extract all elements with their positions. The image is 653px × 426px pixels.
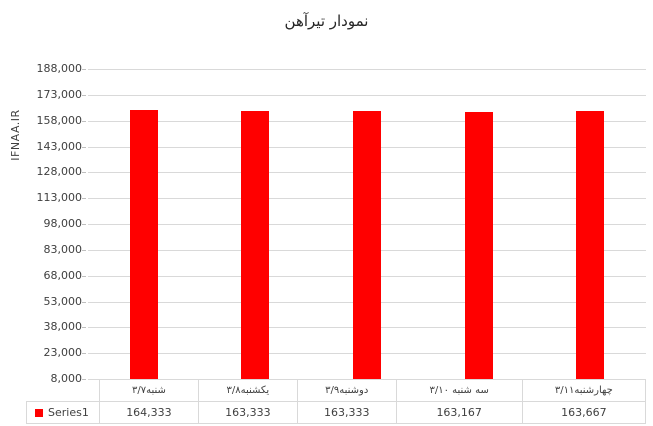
bar[interactable]: [465, 112, 493, 379]
y-axis-tick-mark: [82, 353, 86, 354]
y-axis-tick-mark: [82, 95, 86, 96]
y-axis-tick-label: 23,000: [43, 346, 83, 359]
table-row-series: Series1 164,333 163,333 163,333 163,167 163,…: [26, 401, 647, 424]
table-category-cell: چهارشنبه۳/۱۱: [521, 379, 647, 402]
gridline: [88, 95, 646, 96]
table-value-cell: 164,333: [99, 401, 199, 424]
legend-entry[interactable]: Series1: [26, 401, 100, 424]
table-row-categories: شنبه۳/۷ یکشنبه۳/۸ دوشنبه۳/۹ سه شنبه ۳/۱۰ چها…: [26, 379, 647, 402]
y-axis-tick-label: 98,000: [43, 217, 83, 230]
y-axis-tick-labels: 188,000 173,000 158,000 143,000 128,000 113,0…: [0, 63, 86, 385]
table-category-cell: سه شنبه ۳/۱۰: [395, 379, 523, 402]
bar[interactable]: [241, 111, 269, 379]
bar[interactable]: [130, 110, 158, 379]
y-axis-tick-label: 38,000: [43, 320, 83, 333]
table-value-cell: 163,333: [296, 401, 397, 424]
y-axis-tick-label: 143,000: [36, 140, 83, 153]
y-axis-tick-label: 83,000: [43, 243, 83, 256]
data-table: شنبه۳/۷ یکشنبه۳/۸ دوشنبه۳/۹ سه شنبه ۳/۱۰ چها…: [26, 379, 647, 424]
y-axis-tick-mark: [82, 69, 86, 70]
table-category-cell: دوشنبه۳/۹: [296, 379, 397, 402]
legend-label: Series1: [48, 406, 89, 419]
y-axis-tick-mark: [82, 172, 86, 173]
table-corner-cell: [26, 379, 100, 402]
y-axis-tick-mark: [82, 250, 86, 251]
y-axis-tick-label: 53,000: [43, 295, 83, 308]
table-category-cell: یکشنبه۳/۸: [197, 379, 298, 402]
chart-title: نمودار تیرآهن: [284, 12, 369, 30]
y-axis-tick-mark: [82, 302, 86, 303]
y-axis-tick-label: 188,000: [36, 62, 83, 75]
bar[interactable]: [576, 111, 604, 379]
legend-swatch-icon: [35, 409, 43, 417]
table-category-cell: شنبه۳/۷: [99, 379, 199, 402]
y-axis-tick-mark: [82, 276, 86, 277]
y-axis-tick-mark: [82, 147, 86, 148]
gridline: [88, 69, 646, 70]
y-axis-tick-label: 173,000: [36, 88, 83, 101]
y-axis-tick-mark: [82, 121, 86, 122]
table-value-cell: 163,167: [395, 401, 523, 424]
bar[interactable]: [353, 111, 381, 379]
bars-layer: [88, 69, 646, 379]
y-axis-tick-label: 128,000: [36, 165, 83, 178]
y-axis-tick-mark: [82, 198, 86, 199]
y-axis-tick-mark: [82, 224, 86, 225]
table-value-cell: 163,667: [521, 401, 647, 424]
y-axis-tick-label: 158,000: [36, 114, 83, 127]
table-value-cell: 163,333: [197, 401, 298, 424]
y-axis-tick-label: 68,000: [43, 269, 83, 282]
y-axis-tick-label: 113,000: [36, 191, 83, 204]
y-axis-tick-mark: [82, 327, 86, 328]
